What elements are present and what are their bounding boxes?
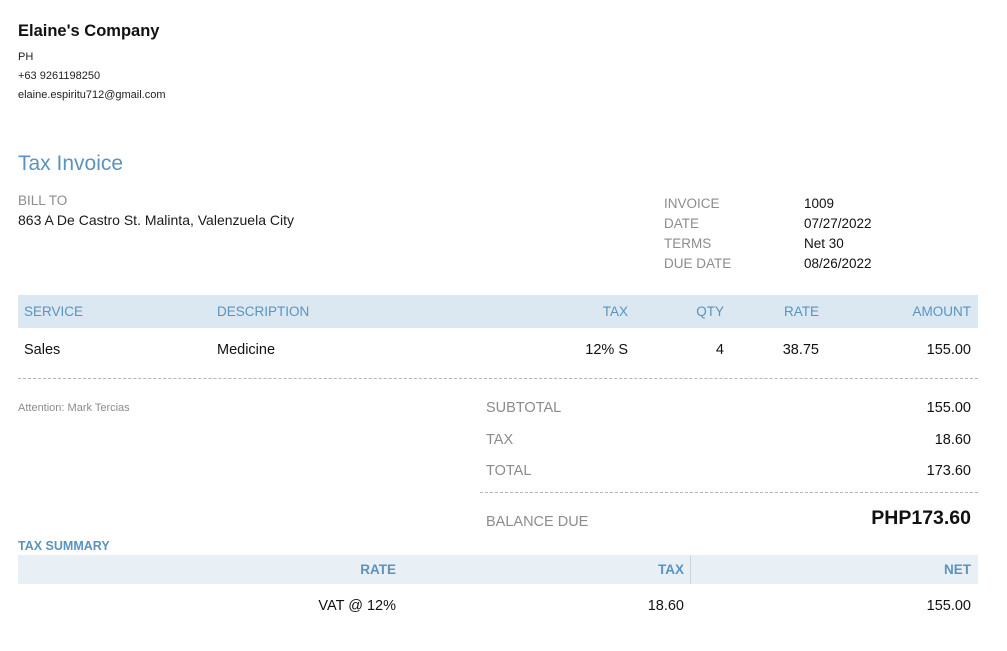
invoice-meta: INVOICE 1009 DATE 07/27/2022 TERMS Net 3…: [664, 193, 872, 273]
balance-due-value: PHP173.60: [871, 507, 971, 529]
meta-value: 08/26/2022: [804, 255, 872, 271]
item-service: Sales: [24, 342, 61, 358]
item-description: Medicine: [217, 342, 276, 358]
bill-to-label: BILL TO: [18, 193, 68, 208]
total-label: TOTAL: [486, 463, 532, 479]
table-row: VAT @ 12% 18.60 155.00: [18, 592, 978, 621]
meta-label: INVOICE: [664, 195, 720, 211]
item-qty: 4: [715, 342, 724, 358]
col-description-header: DESCRIPTION: [217, 304, 310, 319]
summary-rate: VAT @ 12%: [318, 598, 396, 614]
col-amount-header: AMOUNT: [912, 304, 972, 319]
summary-tax-header: TAX: [658, 562, 684, 577]
tax-value: 18.60: [934, 431, 971, 448]
meta-row-terms: TERMS Net 30: [664, 233, 872, 253]
meta-label: DATE: [664, 215, 700, 231]
tax-summary-title: TAX SUMMARY: [18, 539, 110, 553]
tax-label: TAX: [486, 431, 514, 448]
bill-to-block: BILL TO 863 A De Castro St. Malinta, Val…: [18, 193, 294, 228]
company-block: Elaine's Company PH +63 9261198250 elain…: [18, 22, 166, 103]
tax-row: TAX 18.60: [480, 428, 978, 460]
balance-due-label: BALANCE DUE: [486, 514, 589, 530]
col-tax-header: TAX: [602, 304, 628, 319]
summary-column-divider: [690, 555, 691, 584]
meta-label: TERMS: [664, 235, 712, 251]
subtotal-row: SUBTOTAL 155.00: [480, 396, 978, 428]
item-rate: 38.75: [782, 342, 819, 358]
subtotal-value: 155.00: [926, 400, 971, 416]
company-phone: +63 9261198250: [18, 70, 101, 82]
document-title: Tax Invoice: [18, 152, 124, 175]
totals-divider: [480, 492, 978, 493]
meta-value: Net 30: [804, 235, 844, 251]
tax-summary-header: RATE TAX NET: [18, 555, 978, 584]
item-tax: 12% S: [585, 342, 628, 358]
meta-value: 07/27/2022: [804, 215, 872, 231]
company-email: elaine.espiritu712@gmail.com: [18, 89, 166, 101]
company-name: Elaine's Company: [18, 22, 160, 40]
meta-value: 1009: [804, 195, 835, 211]
items-table-header: SERVICE DESCRIPTION TAX QTY RATE AMOUNT: [18, 295, 978, 328]
totals-block: SUBTOTAL 155.00 TAX 18.60 TOTAL 173.60: [480, 396, 978, 491]
summary-net: 155.00: [926, 598, 971, 614]
meta-row-due-date: DUE DATE 08/26/2022: [664, 253, 872, 273]
summary-rate-header: RATE: [360, 562, 396, 577]
summary-net-header: NET: [944, 562, 971, 577]
attention-note: Attention: Mark Tercias: [18, 402, 130, 414]
col-service-header: SERVICE: [24, 304, 84, 319]
balance-due-row: BALANCE DUE PHP173.60: [480, 505, 978, 535]
item-amount: 155.00: [926, 342, 971, 358]
summary-tax: 18.60: [647, 598, 684, 614]
table-row: Sales Medicine 12% S 4 38.75 155.00: [18, 334, 978, 367]
subtotal-label: SUBTOTAL: [486, 400, 562, 416]
col-rate-header: RATE: [783, 304, 819, 319]
total-value: 173.60: [926, 463, 971, 479]
items-divider: [18, 378, 978, 379]
meta-row-date: DATE 07/27/2022: [664, 213, 872, 233]
col-qty-header: QTY: [696, 304, 724, 319]
bill-to-address: 863 A De Castro St. Malinta, Valenzuela …: [18, 212, 294, 228]
meta-label: DUE DATE: [664, 255, 732, 271]
meta-row-invoice: INVOICE 1009: [664, 193, 872, 213]
total-row: TOTAL 173.60: [480, 459, 978, 491]
company-country: PH: [18, 51, 34, 63]
